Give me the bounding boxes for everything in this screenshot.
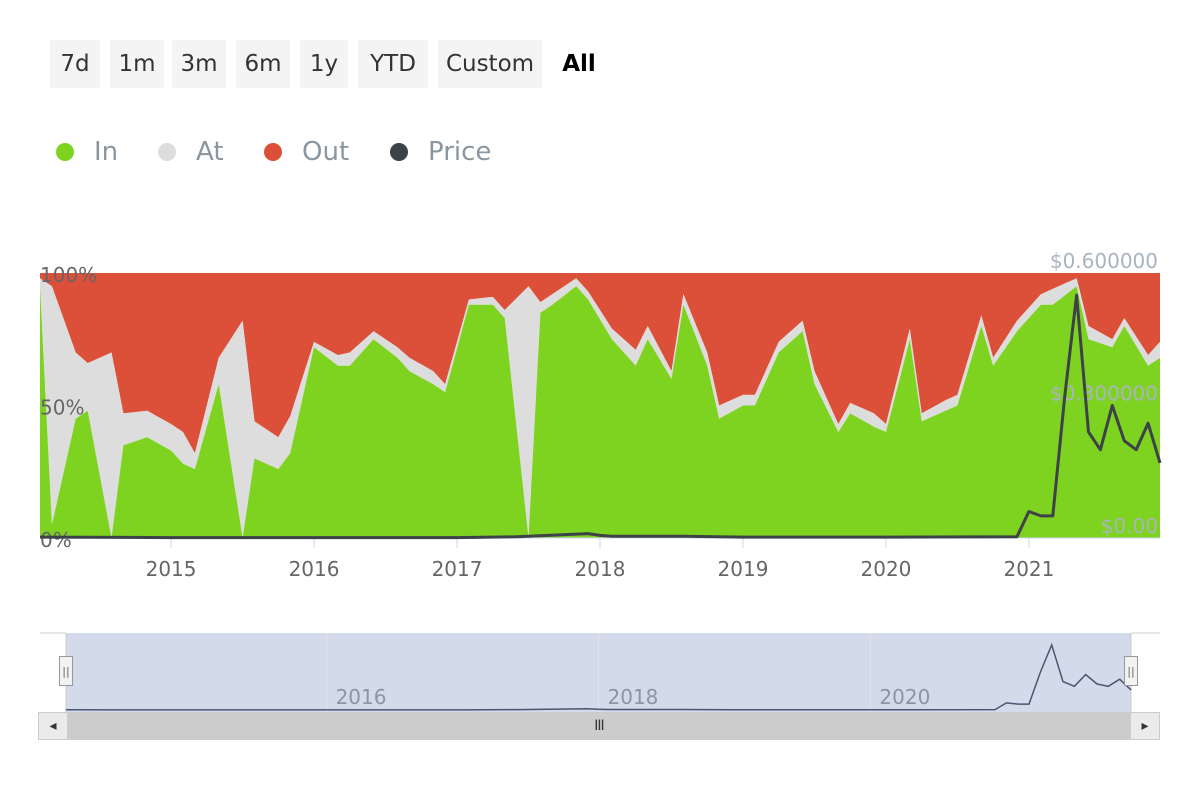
range-button-1m[interactable]: 1m xyxy=(110,40,164,88)
legend-item-price[interactable]: Price xyxy=(390,132,491,172)
right-axis-label: $0.00 xyxy=(1101,514,1158,538)
legend-dot-out xyxy=(264,143,282,161)
x-tick-label: 2016 xyxy=(289,557,340,581)
scrollbar-thumb[interactable]: III xyxy=(67,713,1131,739)
scrollbar-left-arrow[interactable]: ◂ xyxy=(39,713,67,739)
x-tick-label: 2018 xyxy=(575,557,626,581)
x-tick-label: 2021 xyxy=(1003,557,1054,581)
navigator-handle-right[interactable]: || xyxy=(1124,656,1138,686)
right-axis-label: $0.600000 xyxy=(1050,249,1158,273)
legend-item-at[interactable]: At xyxy=(158,132,224,172)
area-at-series[interactable] xyxy=(40,278,1160,538)
legend-dot-in xyxy=(56,143,74,161)
handle-grip-icon: || xyxy=(1127,664,1135,678)
area-out-series[interactable] xyxy=(40,273,1160,454)
navigator-handle-left[interactable]: || xyxy=(59,656,73,686)
legend-label-price: Price xyxy=(428,137,492,167)
range-button-custom[interactable]: Custom xyxy=(438,40,542,88)
legend-item-out[interactable]: Out xyxy=(264,132,349,172)
legend-label-at: At xyxy=(196,137,224,167)
navigator-background xyxy=(40,633,1160,712)
range-button-all[interactable]: All xyxy=(562,51,596,77)
range-button-1y[interactable]: 1y xyxy=(300,40,348,88)
legend-label-out: Out xyxy=(302,137,350,167)
navigator-tick-label: 2016 xyxy=(336,685,387,709)
area-in-series[interactable] xyxy=(40,286,1160,538)
navigator-tick-label: 2020 xyxy=(879,685,930,709)
x-tick-label: 2015 xyxy=(146,557,197,581)
scrollbar-grip-icon: III xyxy=(594,718,604,734)
navigator-selection[interactable] xyxy=(66,633,1131,712)
legend-item-in[interactable]: In xyxy=(56,132,118,172)
right-axis-label: $0.300000 xyxy=(1050,382,1158,406)
handle-grip-icon: || xyxy=(62,664,70,678)
range-button-6m[interactable]: 6m xyxy=(236,40,290,88)
price-line[interactable] xyxy=(39,293,1162,540)
navigator-scrollbar[interactable]: ◂ III ▸ xyxy=(38,712,1160,740)
navigator-tick-label: 2018 xyxy=(608,685,659,709)
legend-dot-price xyxy=(390,143,408,161)
scrollbar-right-arrow[interactable]: ▸ xyxy=(1131,713,1159,739)
left-axis-label: 100% xyxy=(40,263,97,287)
x-tick-label: 2019 xyxy=(718,557,769,581)
left-axis-label: 0% xyxy=(40,528,72,552)
range-button-3m[interactable]: 3m xyxy=(172,40,226,88)
x-tick-label: 2017 xyxy=(432,557,483,581)
x-tick-label: 2020 xyxy=(861,557,912,581)
left-axis-label: 50% xyxy=(40,396,84,420)
range-button-7d[interactable]: 7d xyxy=(50,40,100,88)
legend-label-in: In xyxy=(94,137,119,167)
navigator-price-line xyxy=(65,642,1132,711)
legend-dot-at xyxy=(158,143,176,161)
range-button-ytd[interactable]: YTD xyxy=(358,40,428,88)
